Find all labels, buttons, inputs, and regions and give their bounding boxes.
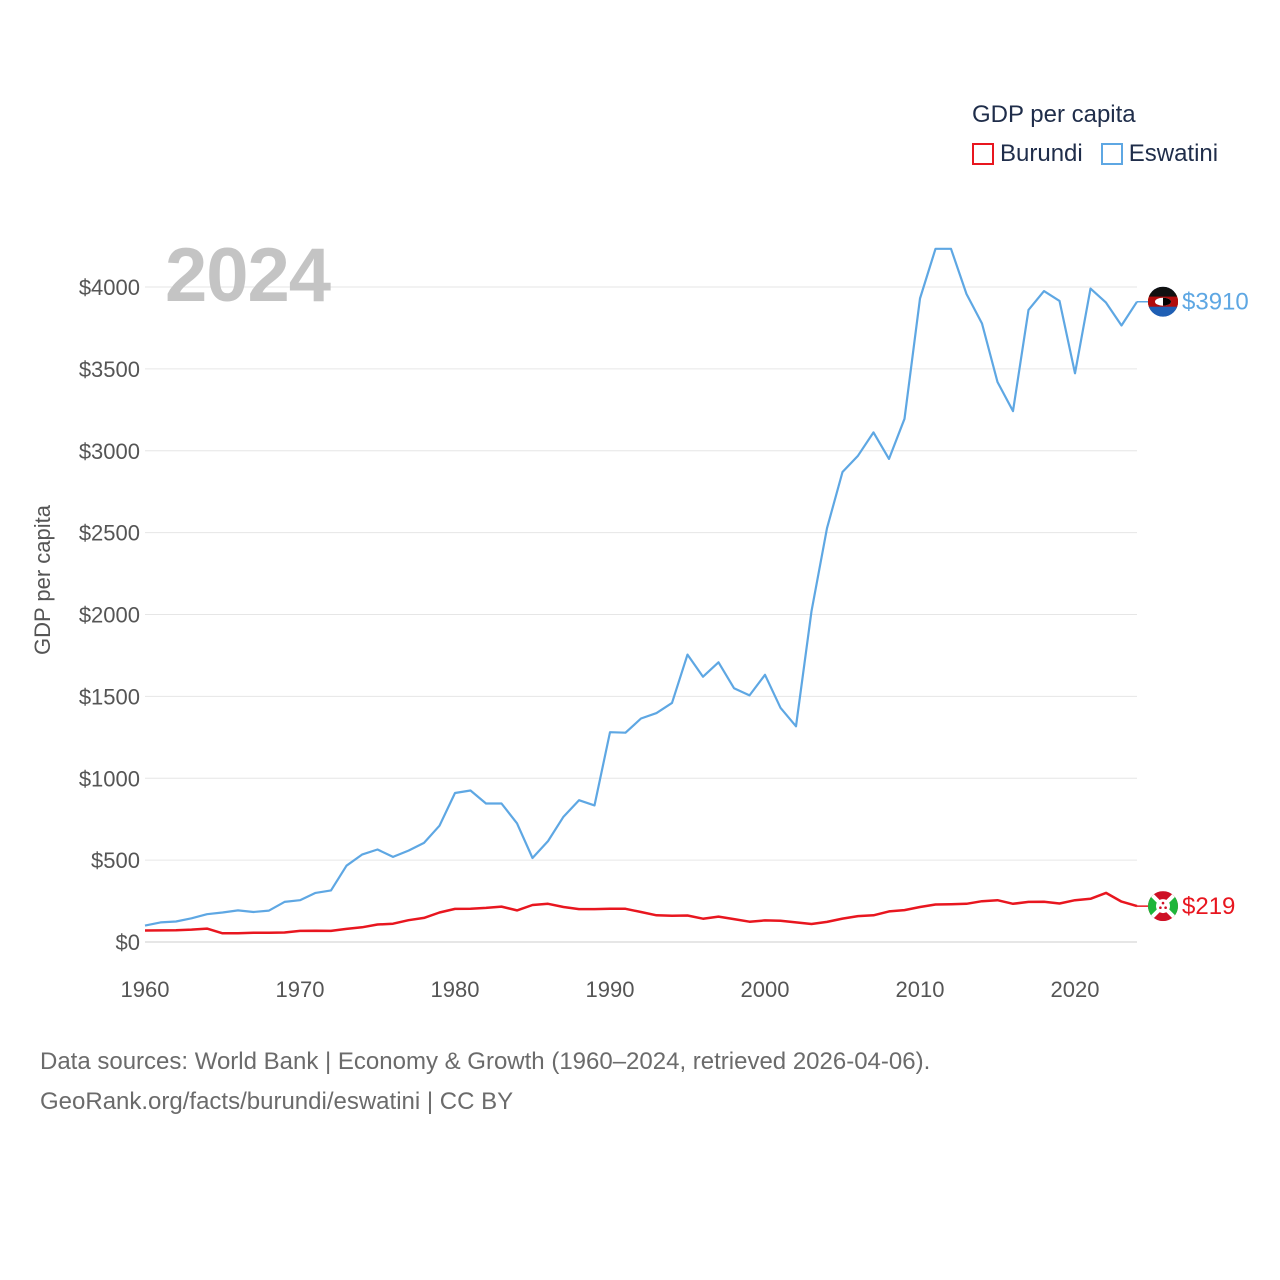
x-tick-label: 2000 <box>741 977 790 1002</box>
y-tick-label: $3000 <box>79 439 140 464</box>
y-axis-ticks: $0 $500 $1000 $1500 $2000 $2500 $3000 $3500 $400… <box>79 275 140 955</box>
end-labels: $219 $3910 <box>1182 289 1249 920</box>
y-tick-label: $1000 <box>79 766 140 791</box>
legend-item-eswatini[interactable]: Eswatini <box>1100 140 1219 168</box>
x-tick-label: 2020 <box>1051 977 1100 1002</box>
y-axis-title: GDP per capita <box>30 504 55 655</box>
y-tick-label: $500 <box>91 848 140 873</box>
legend-swatch-burundi <box>972 143 994 165</box>
eswatini-flag-icon <box>1148 286 1178 317</box>
y-tick-label: $2500 <box>79 521 140 546</box>
y-tick-label: $4000 <box>79 275 140 300</box>
y-tick-label: $2000 <box>79 603 140 628</box>
footer-sources: Data sources: World Bank | Economy & Gro… <box>40 1048 931 1075</box>
x-tick-label: 2010 <box>896 977 945 1002</box>
series-line-burundi <box>144 891 1138 935</box>
series-group <box>144 247 1148 935</box>
x-tick-label: 1990 <box>586 977 635 1002</box>
x-tick-label: 1960 <box>121 977 170 1002</box>
end-label-eswatini: $3910 <box>1182 289 1249 316</box>
y-tick-label: $3500 <box>79 357 140 382</box>
legend-label-burundi: Burundi <box>1000 140 1083 167</box>
legend-swatch-eswatini <box>1100 143 1123 165</box>
year-label: 2024 <box>165 233 331 318</box>
burundi-flag-icon <box>1148 891 1178 922</box>
footer-attribution: GeoRank.org/facts/burundi/eswatini | CC … <box>40 1088 514 1115</box>
x-tick-label: 1980 <box>431 977 480 1002</box>
series-line-eswatini <box>144 247 1138 927</box>
footer: Data sources: World Bank | Economy & Gro… <box>40 1042 930 1122</box>
legend: GDP per capita Burundi Eswatini <box>972 100 1236 168</box>
end-label-burundi: $219 <box>1182 893 1235 920</box>
y-tick-label: $1500 <box>79 684 140 709</box>
x-axis-ticks: 1960 1970 1980 1990 2000 2010 2020 <box>121 977 1100 1002</box>
legend-title: GDP per capita <box>972 101 1136 128</box>
y-tick-label: $0 <box>116 930 140 955</box>
grid <box>145 286 1137 943</box>
legend-label-eswatini: Eswatini <box>1128 140 1219 167</box>
legend-item-burundi[interactable]: Burundi <box>972 140 1083 168</box>
x-tick-label: 1970 <box>276 977 325 1002</box>
